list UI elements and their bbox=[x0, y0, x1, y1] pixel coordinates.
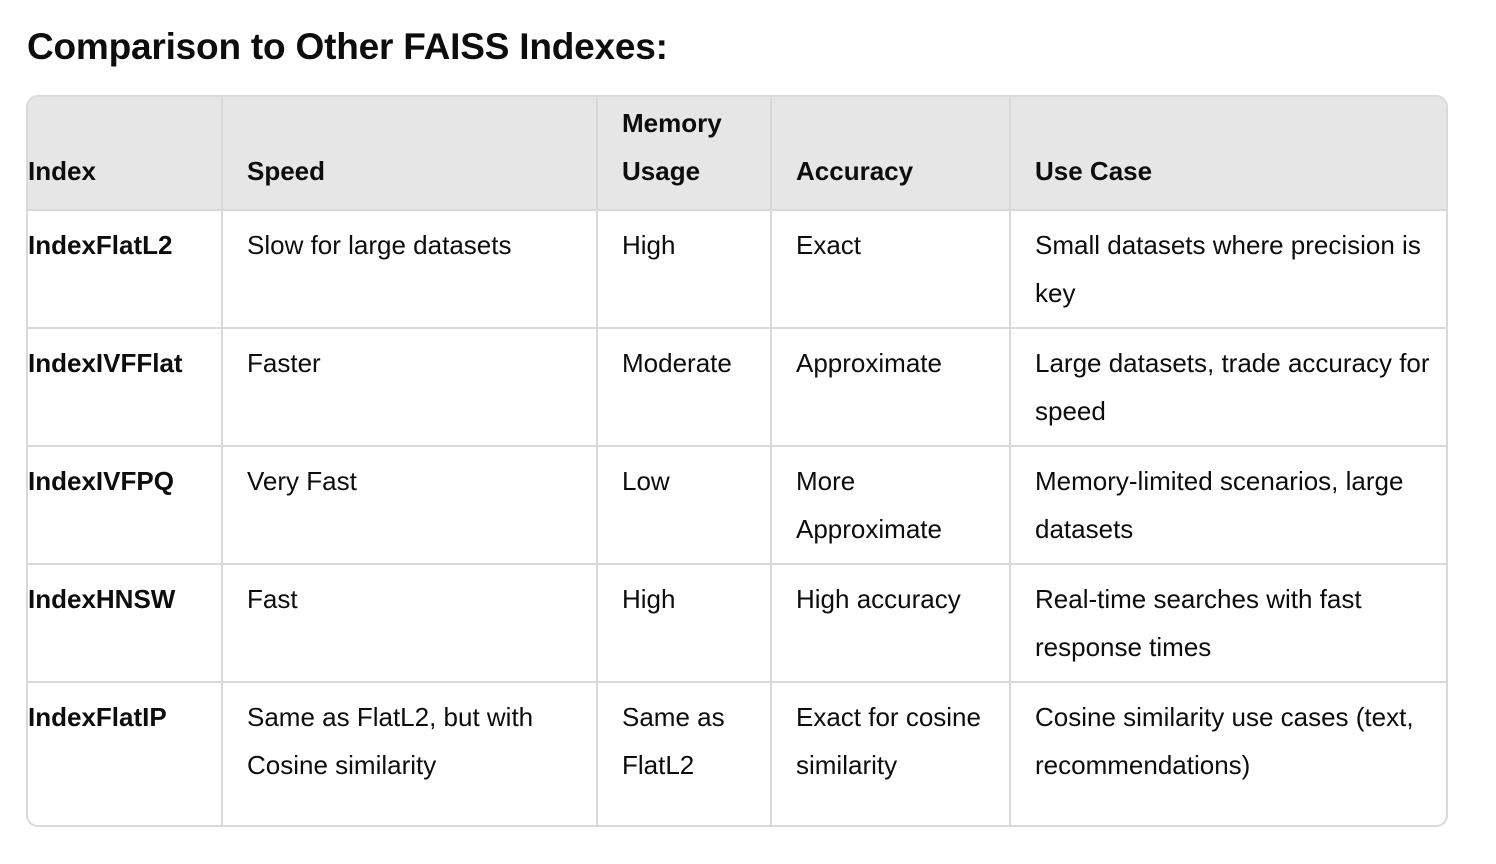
cell-memory: Moderate bbox=[597, 328, 772, 447]
cell-index: IndexIVFFlat bbox=[28, 328, 223, 447]
cell-memory: Same as FlatL2 bbox=[597, 682, 772, 825]
table-row: IndexFlatIP Same as FlatL2, but with Cos… bbox=[28, 682, 1446, 825]
table-row: IndexFlatL2 Slow for large datasets High… bbox=[28, 210, 1446, 329]
cell-use-case: Cosine similarity use cases (text, recom… bbox=[1035, 702, 1414, 780]
header-use-case: Use Case bbox=[1010, 97, 1446, 211]
cell-speed: Slow for large datasets bbox=[222, 210, 598, 329]
cell-use-case: Small datasets where precision is key bbox=[1010, 210, 1446, 329]
table-row: IndexHNSW Fast High High accuracy Real-t… bbox=[28, 564, 1446, 683]
cell-index: IndexFlatL2 bbox=[28, 210, 223, 329]
cell-accuracy: Approximate bbox=[771, 328, 1011, 447]
cell-speed: Faster bbox=[222, 328, 598, 447]
cell-accuracy: Exact bbox=[771, 210, 1011, 329]
cell-memory: High bbox=[597, 564, 772, 683]
cell-speed: Very Fast bbox=[222, 446, 598, 565]
header-accuracy: Accuracy bbox=[771, 97, 1011, 211]
cell-speed: Same as FlatL2, but with Cosine similari… bbox=[222, 682, 598, 825]
section-heading: Comparison to Other FAISS Indexes: bbox=[27, 26, 668, 67]
table-header-row: Index Speed Memory Usage Accuracy Use Ca… bbox=[28, 97, 1446, 211]
cell-use-case: Memory-limited scenarios, large datasets bbox=[1010, 446, 1446, 565]
cell-index: IndexIVFPQ bbox=[28, 446, 223, 565]
table-row: IndexIVFPQ Very Fast Low More Approximat… bbox=[28, 446, 1446, 565]
cell-memory: High bbox=[597, 210, 772, 329]
comparison-table: Index Speed Memory Usage Accuracy Use Ca… bbox=[28, 97, 1446, 825]
cell-use-case: Large datasets, trade accuracy for speed bbox=[1010, 328, 1446, 447]
header-speed: Speed bbox=[222, 97, 598, 211]
cell-accuracy: High accuracy bbox=[771, 564, 1011, 683]
header-index: Index bbox=[28, 97, 223, 211]
cell-index: IndexHNSW bbox=[28, 564, 223, 683]
cell-accuracy: Exact for cosine similarity bbox=[771, 682, 1011, 825]
cell-accuracy: More Approximate bbox=[771, 446, 1011, 565]
table-row: IndexIVFFlat Faster Moderate Approximate… bbox=[28, 328, 1446, 447]
header-memory-usage: Memory Usage bbox=[597, 97, 772, 211]
cell-index: IndexFlatIP bbox=[28, 682, 223, 825]
cell-speed: Fast bbox=[222, 564, 598, 683]
cell-memory: Low bbox=[597, 446, 772, 565]
cell-use-case: Real-time searches with fast response ti… bbox=[1010, 564, 1446, 683]
comparison-table-container: Index Speed Memory Usage Accuracy Use Ca… bbox=[26, 95, 1448, 827]
